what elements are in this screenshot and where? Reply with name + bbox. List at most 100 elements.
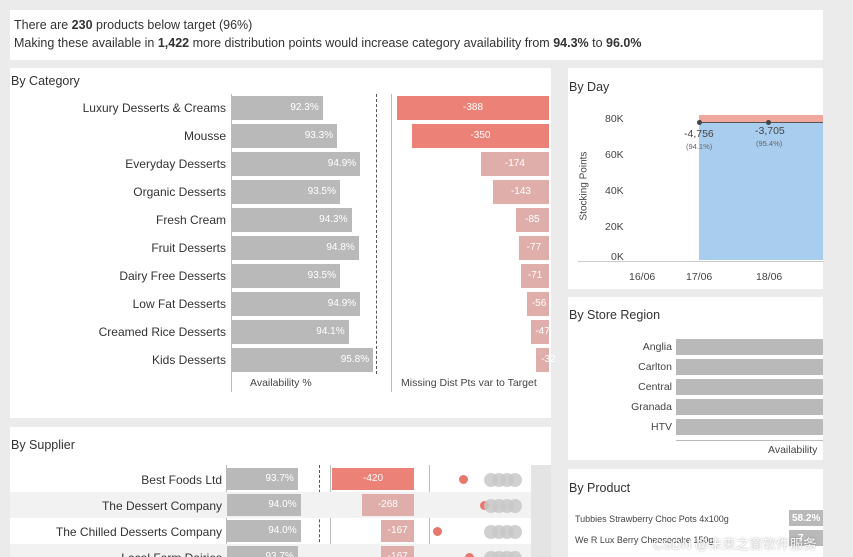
supplier-availability-bar[interactable] bbox=[227, 468, 298, 490]
supplier-dot-gray[interactable] bbox=[500, 551, 514, 557]
supplier-availability-bar[interactable] bbox=[227, 546, 298, 557]
missing-value: -174 bbox=[504, 158, 525, 169]
supplier-availability-bar[interactable] bbox=[227, 494, 301, 516]
availability-value: 93.5% bbox=[307, 270, 336, 281]
region-availability-bar[interactable] bbox=[676, 399, 823, 415]
availability-value: 94.8% bbox=[326, 242, 355, 253]
supplier-dot-gray[interactable] bbox=[492, 551, 506, 557]
product-name[interactable]: We R Lux Berry Cheesecake 150g bbox=[575, 535, 714, 545]
y-tick: 0K bbox=[611, 251, 624, 263]
missing-bar[interactable] bbox=[480, 152, 549, 176]
category-label[interactable]: Low Fat Desserts bbox=[132, 297, 226, 311]
supplier-label[interactable]: Local Farm Dairies bbox=[121, 551, 222, 557]
by-category-panel[interactable]: By Category Availability % Missing Dist … bbox=[10, 68, 556, 418]
supplier-label[interactable]: The Chilled Desserts Company bbox=[55, 525, 222, 539]
supplier-dot-red[interactable] bbox=[433, 527, 442, 536]
availability-bar[interactable] bbox=[232, 208, 352, 232]
missing-bar[interactable] bbox=[518, 236, 549, 260]
summary-line-1: There are 230 products below target (96%… bbox=[14, 18, 252, 32]
product-value: 58.2% bbox=[792, 513, 821, 524]
category-label[interactable]: Luxury Desserts & Creams bbox=[82, 101, 226, 115]
availability-bar[interactable] bbox=[232, 96, 323, 120]
category-label[interactable]: Mousse bbox=[183, 129, 226, 143]
product-bar[interactable] bbox=[789, 530, 823, 546]
missing-bar[interactable] bbox=[492, 180, 549, 204]
region-label[interactable]: Anglia bbox=[642, 341, 672, 353]
by-supplier-panel[interactable]: By Supplier Best Foods Ltd 93.7% -420 The D… bbox=[10, 427, 551, 557]
summary-text: more distribution points would increase … bbox=[189, 36, 554, 50]
missing-axis bbox=[391, 94, 392, 392]
missing-value: -85 bbox=[525, 214, 540, 225]
supplier-dot-red[interactable] bbox=[465, 553, 474, 557]
availability-bar[interactable] bbox=[232, 180, 340, 204]
region-label[interactable]: Granada bbox=[631, 401, 672, 413]
missing-value: -143 bbox=[510, 186, 531, 197]
region-availability-bar[interactable] bbox=[676, 339, 823, 355]
supplier-availability-value: 93.7% bbox=[265, 551, 294, 557]
by-day-stock-area[interactable] bbox=[699, 123, 823, 260]
category-label[interactable]: Dairy Free Desserts bbox=[119, 269, 226, 283]
missing-value: -77 bbox=[526, 242, 542, 253]
summary-to-pct: 96.0% bbox=[606, 36, 642, 50]
by-store-region-panel[interactable]: By Store Region Availability Anglia Carlt… bbox=[568, 297, 823, 460]
supplier-availability-bar[interactable] bbox=[227, 520, 301, 542]
supplier-scrollbar[interactable] bbox=[531, 465, 551, 557]
category-label[interactable]: Fresh Cream bbox=[155, 213, 226, 227]
missing-bar[interactable] bbox=[530, 320, 549, 344]
availability-value: 92.3% bbox=[290, 102, 319, 113]
availability-bar[interactable] bbox=[232, 236, 359, 260]
category-label[interactable]: Kids Desserts bbox=[151, 353, 226, 367]
region-availability-bar[interactable] bbox=[676, 379, 823, 395]
by-day-panel[interactable]: By Day Stocking Points 80K 60K 40K 20K 0… bbox=[568, 68, 823, 289]
supplier-dot-gray[interactable] bbox=[508, 473, 522, 487]
region-label[interactable]: HTV bbox=[651, 421, 672, 433]
y-tick: 40K bbox=[605, 185, 624, 197]
supplier-missing-bar[interactable] bbox=[361, 494, 414, 516]
by-day-point[interactable] bbox=[766, 120, 771, 125]
y-tick: 20K bbox=[605, 221, 624, 233]
availability-bar[interactable] bbox=[232, 152, 361, 176]
missing-bar[interactable] bbox=[536, 348, 549, 372]
by-day-point[interactable] bbox=[697, 120, 702, 125]
availability-bar[interactable] bbox=[232, 320, 349, 344]
supplier-dot-gray[interactable] bbox=[484, 551, 498, 557]
category-label[interactable]: Fruit Desserts bbox=[151, 241, 226, 255]
supplier-label[interactable]: Best Foods Ltd bbox=[141, 473, 222, 487]
supplier-missing-value: -167 bbox=[387, 551, 408, 557]
summary-text: Making these available in bbox=[14, 36, 158, 50]
by-day-missing-area bbox=[699, 115, 823, 123]
supplier-dot-gray[interactable] bbox=[508, 499, 522, 513]
supplier-dot-gray[interactable] bbox=[508, 525, 522, 539]
supplier-missing-bar[interactable] bbox=[381, 520, 414, 542]
supplier-label[interactable]: The Dessert Company bbox=[101, 499, 222, 513]
y-tick: 60K bbox=[605, 149, 624, 161]
availability-bar[interactable] bbox=[232, 124, 338, 148]
category-label[interactable]: Creamed Rice Desserts bbox=[98, 325, 226, 339]
availability-bar[interactable] bbox=[232, 264, 340, 288]
region-label[interactable]: Central bbox=[638, 381, 672, 393]
point-label: -4,756 bbox=[684, 128, 714, 140]
category-label[interactable]: Organic Desserts bbox=[133, 185, 226, 199]
missing-bar[interactable] bbox=[397, 96, 549, 120]
x-axis bbox=[578, 261, 823, 262]
availability-bar[interactable] bbox=[232, 292, 361, 316]
region-label[interactable]: Carlton bbox=[638, 361, 672, 373]
by-product-title: By Product bbox=[569, 481, 631, 495]
missing-bar[interactable] bbox=[411, 124, 549, 148]
missing-bar[interactable] bbox=[527, 292, 549, 316]
supplier-missing-bar[interactable] bbox=[381, 546, 414, 557]
category-label[interactable]: Everyday Desserts bbox=[125, 157, 226, 171]
supplier-missing-bar[interactable] bbox=[332, 468, 414, 490]
product-bar[interactable] bbox=[789, 510, 823, 526]
region-availability-bar[interactable] bbox=[676, 419, 823, 435]
x-tick: 18/06 bbox=[756, 271, 783, 283]
missing-bar[interactable] bbox=[521, 264, 549, 288]
supplier-dot-gray[interactable] bbox=[508, 551, 522, 557]
availability-bar[interactable] bbox=[232, 348, 374, 372]
supplier-availability-value: 93.7% bbox=[265, 473, 294, 484]
supplier-dot-red[interactable] bbox=[459, 475, 468, 484]
region-availability-bar[interactable] bbox=[676, 359, 823, 375]
by-product-panel[interactable]: By Product Tubbies Strawberry Choc Pots … bbox=[568, 469, 823, 557]
missing-bar[interactable] bbox=[515, 208, 549, 232]
product-name[interactable]: Tubbies Strawberry Choc Pots 4x100g bbox=[575, 514, 729, 524]
